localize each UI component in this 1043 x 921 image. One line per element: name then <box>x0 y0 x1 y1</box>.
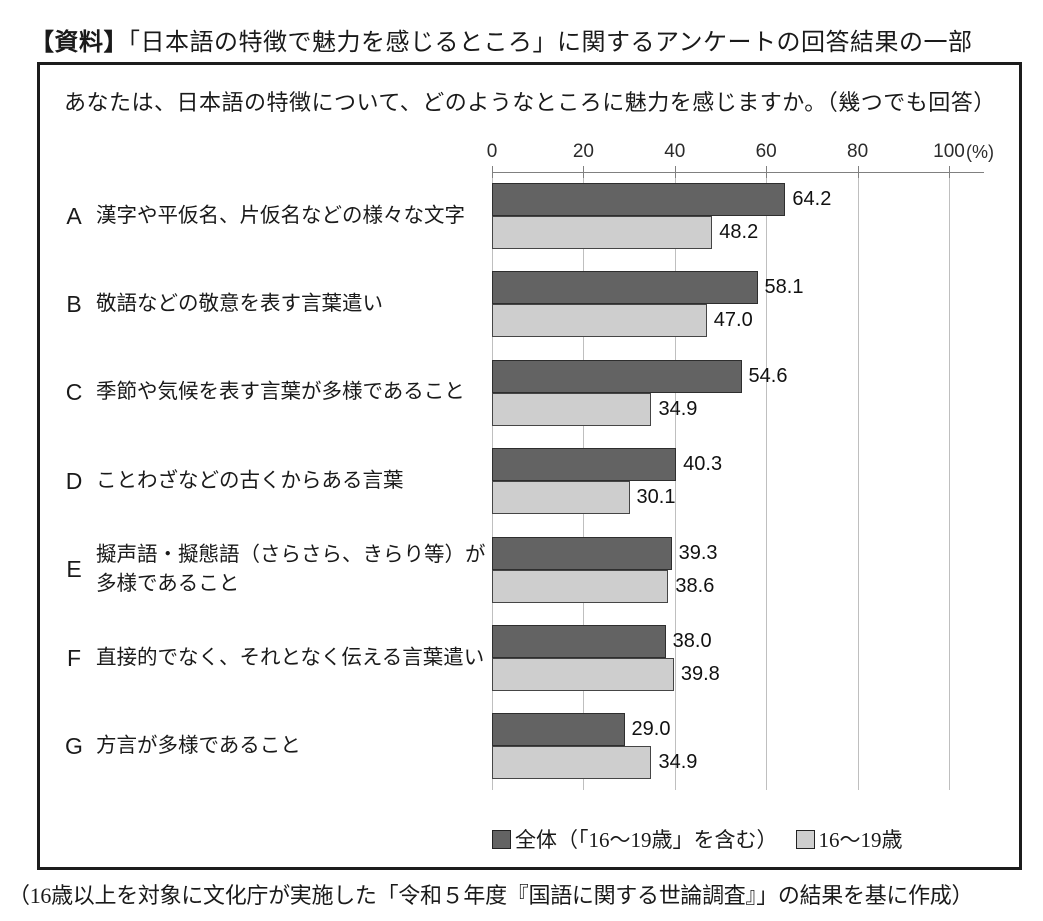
bar-G-series-1 <box>492 746 652 780</box>
axis-unit-label: (%) <box>966 142 994 162</box>
gridline-80 <box>857 172 859 790</box>
category-letter-A: A <box>66 202 82 229</box>
value-label-C-series-0: 54.6 <box>748 364 788 387</box>
value-label-C-series-1: 34.9 <box>658 397 698 420</box>
category-letter-F: F <box>66 644 82 671</box>
category-label-G: 方言が多様であること <box>96 735 301 758</box>
value-label-D-series-0: 40.3 <box>683 453 723 476</box>
gridline-100 <box>949 172 950 790</box>
title-text: 「日本語の特徴で魅力を感じるところ」に関するアンケートの回答結果の一部 <box>128 30 973 56</box>
category-letter-E: E <box>66 556 82 583</box>
legend: 全体（「16〜19歳」を含む） 16〜19歳 <box>492 826 903 852</box>
bar-chart: 0 20 40 60 80 100 (%) A 漢字や平仮名、片仮名などの様々な文字 64.2 48… <box>40 65 1019 867</box>
legend-label-total: 全体（「16〜19歳」を含む） <box>515 828 778 852</box>
chart-frame: あなたは、日本語の特徴について、どのようなところに魅力を感じますか。（幾つでも回… <box>37 62 1022 870</box>
value-label-B-series-1: 47.0 <box>713 309 753 332</box>
category-label-D: ことわざなどの古くからある言葉 <box>96 469 404 492</box>
bar-F-series-1 <box>492 658 674 691</box>
value-label-E-series-0: 39.3 <box>678 541 718 564</box>
legend-swatch-16-19 <box>795 829 815 849</box>
bar-C-series-0 <box>492 359 742 393</box>
value-label-E-series-1: 38.6 <box>675 574 715 597</box>
bar-B-series-1 <box>492 304 707 338</box>
bar-E-series-0 <box>492 536 672 570</box>
value-label-B-series-0: 58.1 <box>764 276 804 299</box>
axis-tick-label-80: 80 <box>847 141 869 162</box>
value-label-F-series-0: 38.0 <box>672 630 712 652</box>
category-label-C: 季節や気候を表す言葉が多様であること <box>96 381 465 404</box>
document-title: 【資料】「日本語の特徴で魅力を感じるところ」に関するアンケートの回答結果の一部 <box>30 22 973 57</box>
bar-B-series-0 <box>492 271 758 305</box>
value-label-F-series-1: 39.8 <box>680 663 720 685</box>
bar-E-series-1 <box>492 569 669 603</box>
category-letter-B: B <box>66 290 82 317</box>
axis-tick-label-60: 60 <box>755 141 777 162</box>
category-label-E: 擬声語・擬態語（さらさら、きらり等）が多様であること <box>96 543 486 595</box>
legend-label-16-19: 16〜19歳 <box>818 828 903 852</box>
legend-swatch-total <box>492 829 511 849</box>
value-label-A-series-0: 64.2 <box>792 188 832 210</box>
bar-D-series-1 <box>492 481 630 515</box>
value-label-G-series-0: 29.0 <box>631 718 671 741</box>
source-tag: 【資料】 <box>30 29 128 56</box>
bar-D-series-0 <box>492 448 677 482</box>
axis-tick-label-20: 20 <box>572 141 594 162</box>
value-label-G-series-1: 34.9 <box>658 751 698 774</box>
x-axis-line <box>492 172 984 173</box>
category-letter-G: G <box>65 732 83 759</box>
category-label-A: 漢字や平仮名、片仮名などの様々な文字 <box>96 204 465 227</box>
axis-tick-label-40: 40 <box>664 141 686 162</box>
bar-G-series-0 <box>492 713 625 747</box>
category-label-B: 敬語などの敬意を表す言葉遣い <box>96 293 383 316</box>
value-label-A-series-1: 48.2 <box>719 221 759 243</box>
survey-question: あなたは、日本語の特徴について、どのようなところに魅力を感じますか。（幾つでも回… <box>64 90 996 115</box>
category-letter-D: D <box>65 467 83 494</box>
category-letter-C: C <box>65 379 83 406</box>
gridline-60 <box>766 172 768 790</box>
category-label-F: 直接的でなく、それとなく伝える言葉遣い <box>96 646 485 669</box>
bar-A-series-1 <box>492 216 713 249</box>
value-label-D-series-1: 30.1 <box>636 486 676 509</box>
bar-A-series-0 <box>492 183 786 216</box>
bar-C-series-1 <box>492 392 652 426</box>
axis-tick-label-0: 0 <box>486 141 498 162</box>
legend-item-16-19: 16〜19歳 <box>795 824 903 854</box>
source-note: （16歳以上を対象に文化庁が実施した「令和５年度『国語に関する世論調査』」の結果… <box>8 883 974 908</box>
legend-item-total: 全体（「16〜19歳」を含む） <box>492 824 778 854</box>
axis-tick-label-100: 100 <box>933 141 965 162</box>
bar-F-series-0 <box>492 625 666 658</box>
